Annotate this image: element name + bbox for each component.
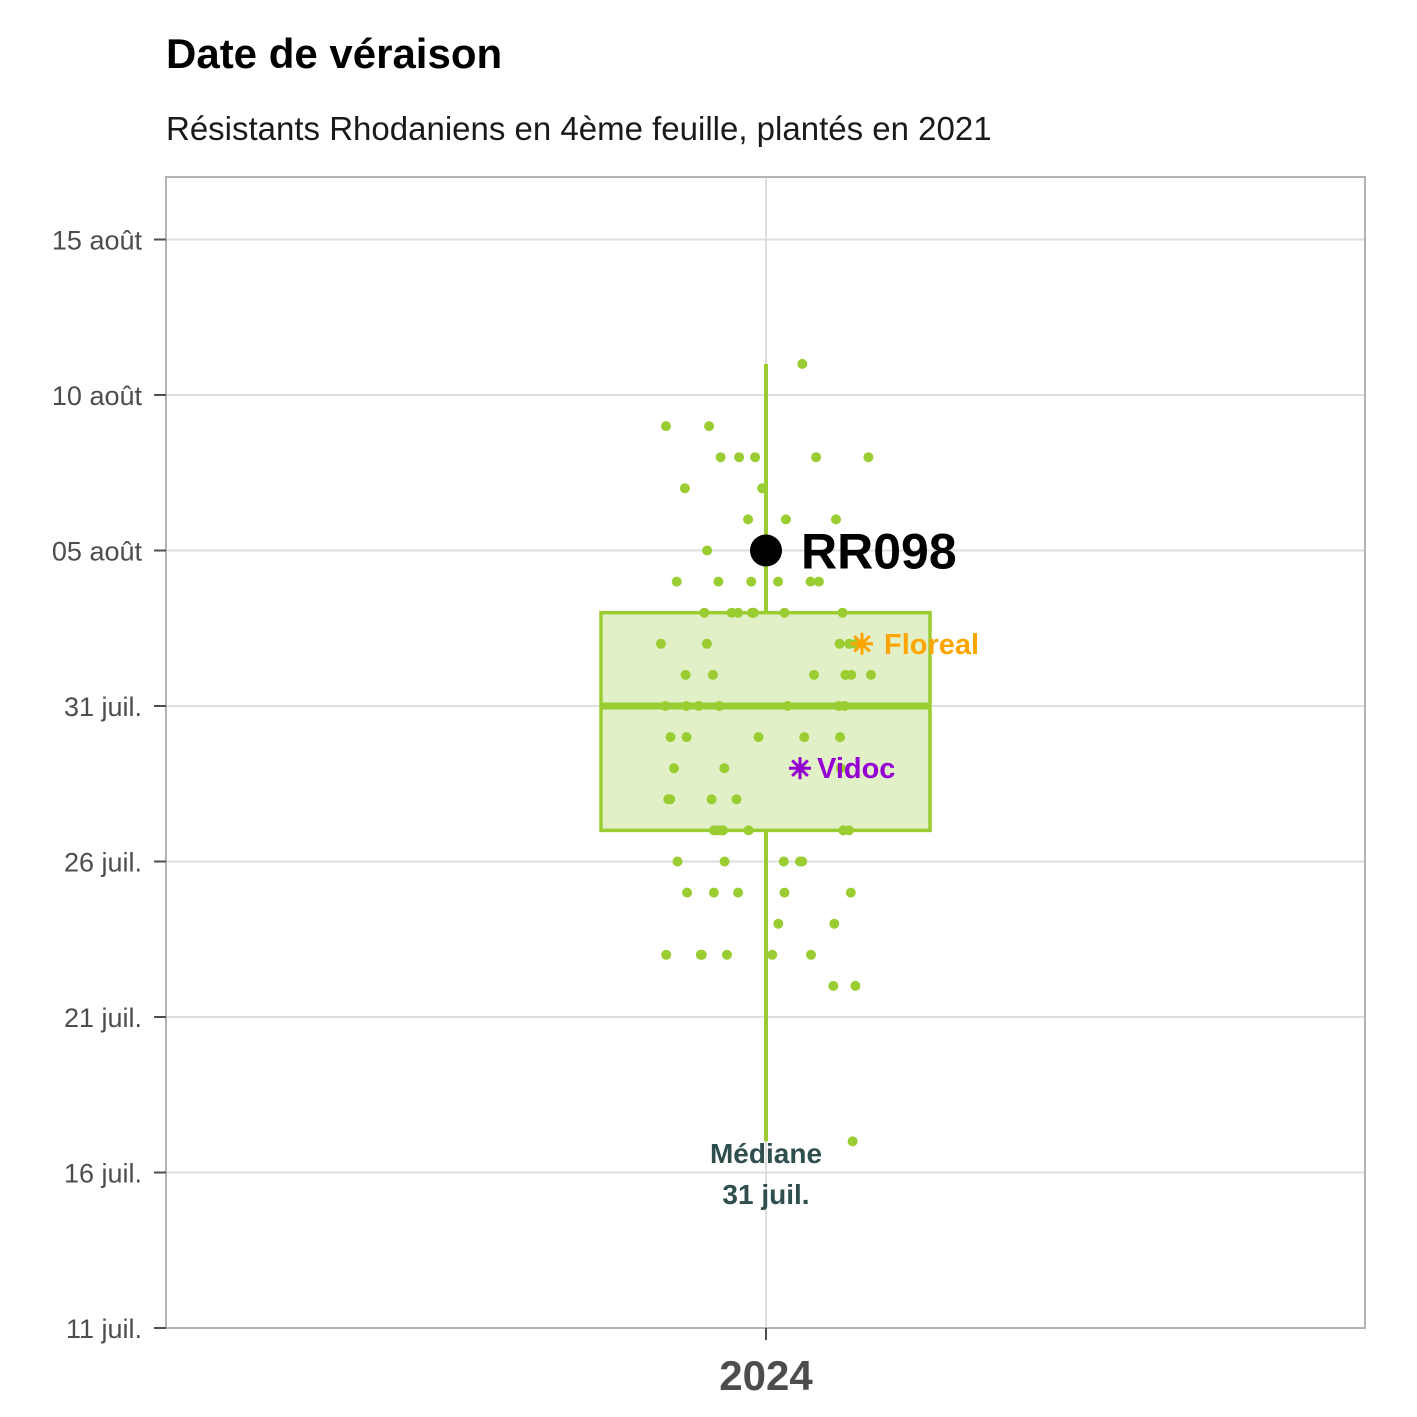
data-point	[704, 421, 715, 432]
data-point	[733, 887, 744, 898]
data-point	[681, 701, 692, 711]
data-point	[773, 918, 784, 929]
data-point	[835, 732, 846, 743]
data-point	[797, 358, 808, 369]
highlight-marker-vidoc	[789, 757, 811, 780]
data-point	[699, 607, 710, 618]
data-point	[757, 483, 768, 494]
data-point	[863, 452, 874, 463]
data-point	[715, 452, 726, 463]
data-point	[655, 638, 666, 649]
median-annotation-line2: 31 juil.	[722, 1179, 809, 1210]
data-point	[844, 825, 854, 836]
highlight-label-vidoc: Vidoc	[817, 753, 895, 785]
data-point	[660, 701, 671, 711]
y-tick-label: 11 juil.	[66, 1314, 142, 1344]
data-point	[778, 856, 789, 867]
data-point	[809, 669, 819, 680]
data-point	[722, 949, 732, 960]
data-point	[753, 732, 764, 743]
data-point	[693, 701, 704, 711]
data-point	[671, 576, 682, 587]
data-point	[696, 949, 707, 960]
data-point	[731, 794, 742, 805]
y-tick-label: 10 août	[52, 381, 143, 411]
data-point	[672, 856, 683, 867]
data-point	[679, 483, 690, 494]
data-point	[829, 918, 840, 929]
data-points	[655, 358, 876, 1147]
data-point	[844, 638, 855, 649]
data-point	[845, 887, 856, 898]
highlight-label-floreal: Floreal	[884, 629, 979, 661]
data-point	[680, 669, 691, 680]
data-point	[840, 669, 851, 680]
x-tick-label: 2024	[719, 1352, 813, 1399]
data-point	[780, 514, 791, 525]
data-point	[701, 638, 712, 649]
y-tick-label: 26 juil.	[64, 848, 142, 878]
boxplot	[599, 363, 932, 1142]
data-point	[831, 514, 841, 525]
data-point	[712, 825, 723, 836]
data-point	[714, 701, 725, 711]
data-point	[805, 576, 816, 587]
data-point	[835, 763, 846, 774]
data-point	[661, 949, 672, 960]
data-point	[743, 514, 754, 525]
data-point	[682, 887, 693, 898]
y-tick-label: 15 août	[52, 226, 143, 256]
data-point	[733, 607, 744, 618]
highlight-label-rr098: RR098	[801, 524, 957, 580]
y-tick-label: 16 juil.	[64, 1159, 142, 1189]
highlighted-varieties: RR098 Floreal Vidoc	[750, 524, 979, 785]
y-tick-label: 31 juil.	[64, 692, 142, 722]
data-point	[747, 607, 757, 618]
data-point	[719, 856, 730, 867]
data-point	[734, 452, 745, 463]
data-point	[746, 576, 757, 587]
y-tick-label: 21 juil.	[64, 1003, 142, 1033]
data-point	[779, 607, 790, 618]
interquartile-box	[599, 610, 932, 833]
data-point	[806, 949, 816, 960]
data-point	[665, 732, 676, 743]
chart-title: Date de véraison	[166, 30, 503, 77]
data-point	[850, 980, 861, 991]
highlight-marker-rr098	[750, 534, 782, 567]
data-point	[782, 701, 793, 711]
data-point	[661, 421, 671, 432]
data-point	[839, 701, 850, 711]
chart-subtitle: Résistants Rhodaniens en 4ème feuille, p…	[166, 110, 992, 147]
data-point	[847, 1136, 858, 1147]
data-point	[750, 452, 761, 463]
data-point	[706, 794, 717, 805]
data-point	[799, 732, 810, 743]
data-point	[708, 887, 719, 898]
data-point	[866, 669, 876, 680]
data-point	[719, 763, 730, 774]
data-point	[811, 452, 822, 463]
data-point	[828, 980, 839, 991]
data-point	[813, 576, 824, 587]
data-point	[767, 949, 778, 960]
data-point	[743, 825, 754, 836]
median-annotation-line1: Médiane	[710, 1138, 822, 1169]
data-point	[797, 856, 808, 867]
axes: 2024 11 juil. 16 juil. 21 juil. 26 juil. 31 …	[52, 226, 813, 1400]
data-point	[713, 576, 724, 587]
data-point	[773, 576, 784, 587]
data-point	[779, 887, 790, 898]
y-tick-label: 05 août	[52, 537, 143, 567]
data-point	[834, 638, 845, 649]
data-point	[837, 607, 848, 618]
highlight-marker-floreal	[851, 632, 873, 655]
data-point	[663, 794, 674, 805]
data-point	[702, 545, 713, 556]
median-annotation: Médiane 31 juil.	[710, 1138, 822, 1210]
data-point	[681, 732, 692, 743]
data-point	[707, 669, 718, 680]
data-point	[669, 763, 679, 774]
